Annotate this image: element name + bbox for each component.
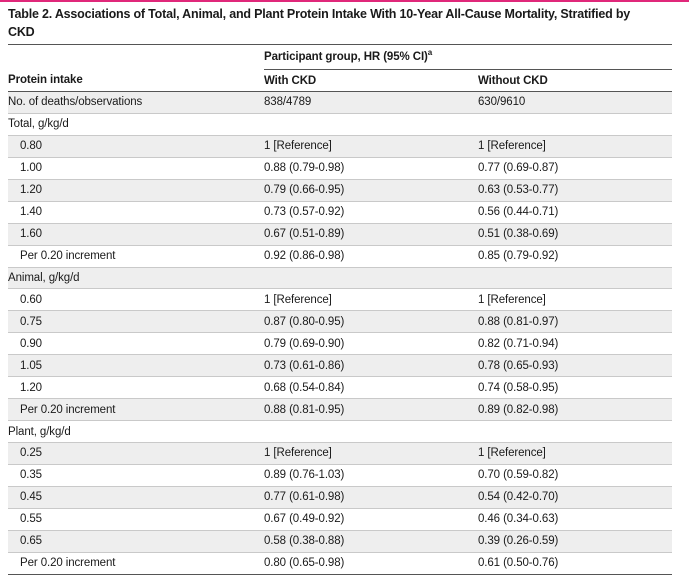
row-label: 0.60	[20, 293, 42, 306]
section-title: Plant, g/kg/d	[8, 425, 71, 438]
row-label: 0.35	[20, 469, 42, 482]
table-row: Per 0.20 increment 0.88 (0.81-0.95) 0.89…	[8, 398, 672, 421]
deaths-row: No. of deaths/observations 838/4789 630/…	[8, 91, 672, 114]
table-row: 1.20 0.68 (0.54-0.84) 0.74 (0.58-0.95)	[8, 377, 672, 399]
participant-group-label: Participant group, HR (95% CI)	[264, 51, 428, 63]
with-ckd-value: 0.68 (0.54-0.84)	[264, 381, 345, 394]
with-ckd-value: 0.80 (0.65-0.98)	[264, 557, 345, 570]
header-empty-cell	[8, 44, 264, 70]
column-header-protein-intake: Protein intake	[8, 74, 83, 87]
table-row: 0.90 0.79 (0.69-0.90) 0.82 (0.71-0.94)	[8, 333, 672, 355]
without-ckd-value: 0.88 (0.81-0.97)	[478, 315, 559, 328]
without-ckd-value: 1 [Reference]	[478, 293, 546, 306]
without-ckd-value: 0.78 (0.65-0.93)	[478, 359, 559, 372]
table-row: 0.35 0.89 (0.76-1.03) 0.70 (0.59-0.82)	[8, 464, 672, 487]
results-table: Participant group, HR (95% CI)a Protein …	[8, 44, 672, 575]
row-label: 0.90	[20, 337, 42, 350]
section-header-total: Total, g/kg/d	[8, 113, 672, 136]
without-ckd-value: 0.61 (0.50-0.76)	[478, 557, 559, 570]
row-label: Per 0.20 increment	[20, 250, 116, 263]
row-label: 1.05	[20, 359, 42, 372]
without-ckd-value: 0.82 (0.71-0.94)	[478, 337, 559, 350]
without-ckd-value: 0.89 (0.82-0.98)	[478, 403, 559, 416]
without-ckd-value: 0.77 (0.69-0.87)	[478, 162, 559, 175]
row-label: 0.65	[20, 535, 42, 548]
without-ckd-value: 0.74 (0.58-0.95)	[478, 381, 559, 394]
with-ckd-value: 1 [Reference]	[264, 293, 332, 306]
header-group-row: Participant group, HR (95% CI)a	[8, 44, 672, 70]
with-ckd-value: 0.67 (0.49-0.92)	[264, 513, 345, 526]
with-ckd-value: 0.79 (0.69-0.90)	[264, 337, 345, 350]
participant-group-header: Participant group, HR (95% CI)a	[264, 44, 672, 70]
with-ckd-value: 0.92 (0.86-0.98)	[264, 250, 345, 263]
with-ckd-value: 0.58 (0.38-0.88)	[264, 535, 345, 548]
column-header-without-ckd: Without CKD	[478, 74, 548, 87]
row-label: 1.40	[20, 206, 42, 219]
footnote-marker: a	[427, 48, 433, 58]
without-ckd-value: 0.51 (0.38-0.69)	[478, 228, 559, 241]
with-ckd-value: 0.73 (0.57-0.92)	[264, 206, 345, 219]
row-label: Per 0.20 increment	[20, 557, 116, 570]
with-ckd-value: 0.67 (0.51-0.89)	[264, 228, 345, 241]
table-row: 0.60 1 [Reference] 1 [Reference]	[8, 289, 672, 311]
without-ckd-value: 1 [Reference]	[478, 447, 546, 460]
row-label: No. of deaths/observations	[8, 96, 143, 109]
without-ckd-value: 0.56 (0.44-0.71)	[478, 206, 559, 219]
row-label: 1.20	[20, 381, 42, 394]
without-ckd-value: 1 [Reference]	[478, 140, 546, 153]
table-row: 0.25 1 [Reference] 1 [Reference]	[8, 442, 672, 465]
without-ckd-value: 0.54 (0.42-0.70)	[478, 491, 559, 504]
section-header-plant: Plant, g/kg/d	[8, 421, 672, 443]
with-ckd-value: 0.89 (0.76-1.03)	[264, 469, 345, 482]
table-row: 0.55 0.67 (0.49-0.92) 0.46 (0.34-0.63)	[8, 508, 672, 531]
without-ckd-value: 0.46 (0.34-0.63)	[478, 513, 559, 526]
row-label: 1.00	[20, 162, 42, 175]
header-column-row: Protein intake With CKD Without CKD	[8, 70, 672, 92]
section-header-animal: Animal, g/kg/d	[8, 267, 672, 289]
section-title: Animal, g/kg/d	[8, 271, 80, 284]
table-row: 0.45 0.77 (0.61-0.98) 0.54 (0.42-0.70)	[8, 486, 672, 509]
section-title: Total, g/kg/d	[8, 118, 69, 131]
with-ckd-value: 0.79 (0.66-0.95)	[264, 184, 345, 197]
with-ckd-value: 1 [Reference]	[264, 140, 332, 153]
row-label: 0.75	[20, 315, 42, 328]
row-label: Per 0.20 increment	[20, 403, 116, 416]
table-row: 1.05 0.73 (0.61-0.86) 0.78 (0.65-0.93)	[8, 354, 672, 377]
table-row: 1.40 0.73 (0.57-0.92) 0.56 (0.44-0.71)	[8, 201, 672, 224]
column-header-with-ckd: With CKD	[264, 74, 317, 87]
with-ckd-value: 0.73 (0.61-0.86)	[264, 359, 345, 372]
table-caption: Table 2. Associations of Total, Animal, …	[8, 7, 631, 39]
table-row: 0.80 1 [Reference] 1 [Reference]	[8, 135, 672, 158]
row-label: 0.55	[20, 513, 42, 526]
without-ckd-value: 0.63 (0.53-0.77)	[478, 184, 559, 197]
table-row: 0.65 0.58 (0.38-0.88) 0.39 (0.26-0.59)	[8, 530, 672, 553]
without-ckd-value: 0.39 (0.26-0.59)	[478, 535, 559, 548]
table-row: Per 0.20 increment 0.92 (0.86-0.98) 0.85…	[8, 245, 672, 267]
accent-bar	[0, 0, 689, 2]
with-ckd-value: 0.88 (0.79-0.98)	[264, 162, 345, 175]
row-label: 0.25	[20, 447, 42, 460]
row-label: 1.60	[20, 228, 42, 241]
row-label: 0.80	[20, 140, 42, 153]
table-row: Per 0.20 increment 0.80 (0.65-0.98) 0.61…	[8, 552, 672, 575]
with-ckd-value: 838/4789	[264, 96, 312, 109]
with-ckd-value: 0.77 (0.61-0.98)	[264, 491, 345, 504]
without-ckd-value: 0.70 (0.59-0.82)	[478, 469, 559, 482]
table-row: 1.60 0.67 (0.51-0.89) 0.51 (0.38-0.69)	[8, 223, 672, 246]
row-label: 1.20	[20, 184, 42, 197]
table-row: 1.20 0.79 (0.66-0.95) 0.63 (0.53-0.77)	[8, 179, 672, 202]
table-row: 0.75 0.87 (0.80-0.95) 0.88 (0.81-0.97)	[8, 310, 672, 333]
with-ckd-value: 0.87 (0.80-0.95)	[264, 315, 345, 328]
without-ckd-value: 0.85 (0.79-0.92)	[478, 250, 559, 263]
table-row: 1.00 0.88 (0.79-0.98) 0.77 (0.69-0.87)	[8, 157, 672, 180]
with-ckd-value: 0.88 (0.81-0.95)	[264, 403, 345, 416]
row-label: 0.45	[20, 491, 42, 504]
with-ckd-value: 1 [Reference]	[264, 447, 332, 460]
without-ckd-value: 630/9610	[478, 96, 526, 109]
